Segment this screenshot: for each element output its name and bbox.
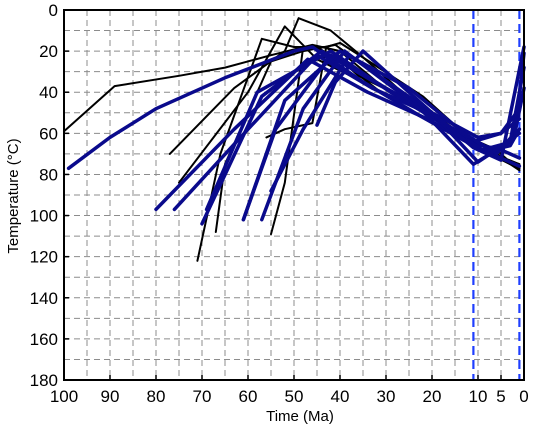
x-tick-label: 30 (377, 387, 396, 406)
y-tick-label: 100 (30, 207, 58, 226)
y-tick-label: 140 (30, 289, 58, 308)
path-line-17 (315, 45, 526, 162)
y-tick-label: 40 (39, 83, 58, 102)
plot-frame (63, 9, 525, 381)
x-tick-label: 70 (193, 387, 212, 406)
x-tick-label: 50 (285, 387, 304, 406)
x-tick-label: 5 (496, 387, 505, 406)
y-tick-label: 120 (30, 248, 58, 267)
x-tick-label: 80 (147, 387, 166, 406)
y-tick-label: 160 (30, 330, 58, 349)
x-tick-label: 10 (469, 387, 488, 406)
y-axis-title: Temperature (°C) (5, 138, 22, 253)
x-tick-label: 20 (423, 387, 442, 406)
x-tick-label: 100 (50, 387, 78, 406)
y-tick-label: 180 (30, 371, 58, 390)
x-axis-title: Time (Ma) (266, 408, 334, 425)
grid-lines (64, 10, 524, 380)
x-tick-label: 40 (331, 387, 350, 406)
tick-labels: 100 90 80 70 60 50 40 30 20 10 5 002040608010012014… (30, 1, 529, 406)
path-series (63, 17, 526, 262)
y-tick-label: 20 (39, 42, 58, 61)
y-tick-label: 0 (49, 1, 58, 20)
x-tick-label: 90 (101, 387, 120, 406)
x-tick-label: 60 (239, 387, 258, 406)
x-tick-label: 0 (519, 387, 528, 406)
y-tick-label: 60 (39, 124, 58, 143)
y-tick-label: 80 (39, 165, 58, 184)
